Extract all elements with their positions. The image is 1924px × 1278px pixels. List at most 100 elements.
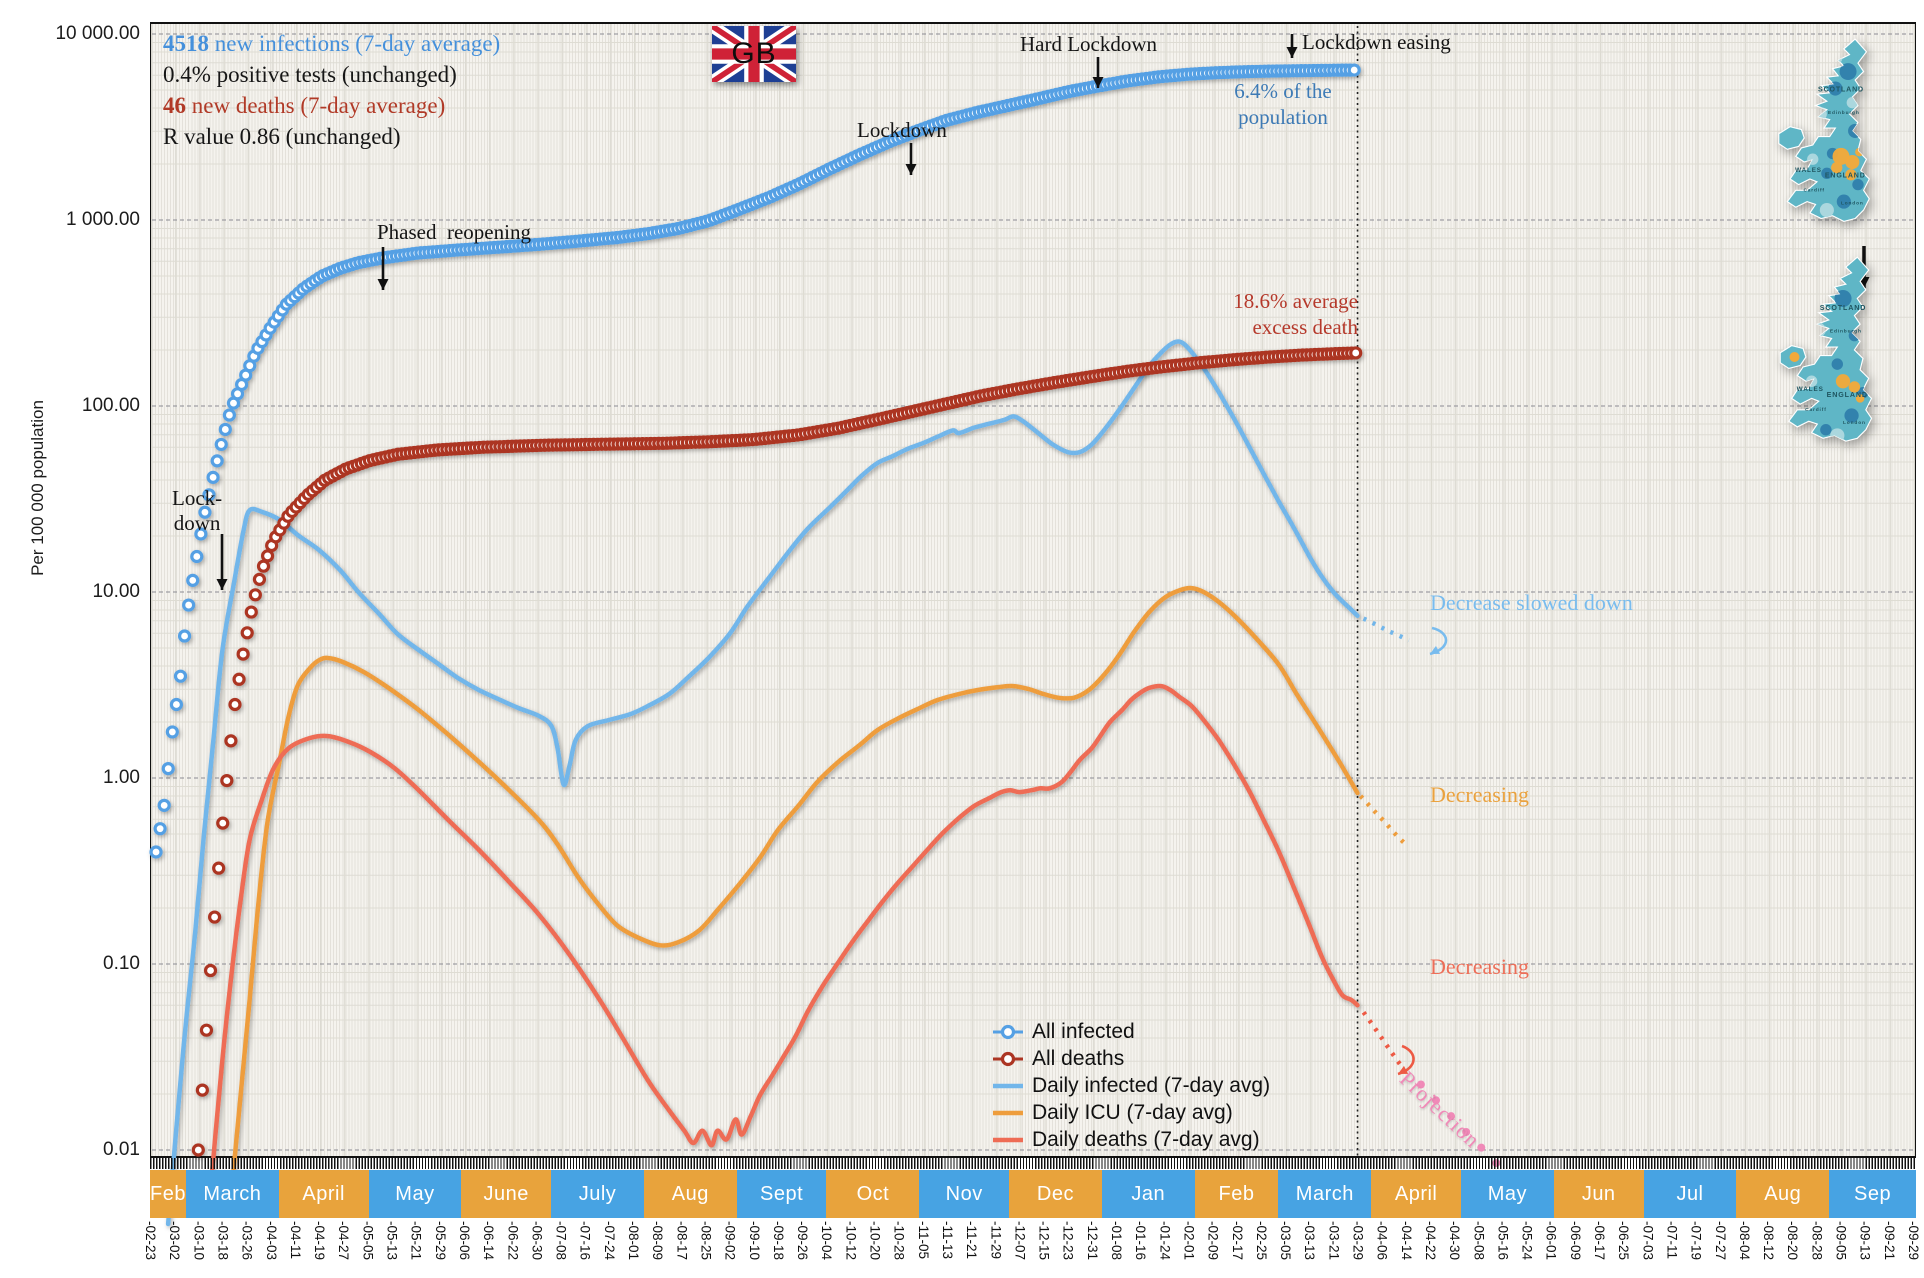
month-band-jun: Jun bbox=[1553, 1170, 1644, 1218]
map-region-label: Cardiff bbox=[1803, 188, 1824, 194]
date-label: -11-05 bbox=[915, 1221, 931, 1260]
date-label: -08-25 bbox=[698, 1221, 714, 1261]
date-label: -08-04 bbox=[1736, 1221, 1752, 1261]
date-label: -09-05 bbox=[1833, 1221, 1849, 1261]
date-label: -06-14 bbox=[481, 1221, 497, 1261]
month-band-feb: Feb bbox=[1194, 1170, 1279, 1218]
annotation-decreasing-deaths: Decreasing bbox=[1430, 954, 1529, 979]
date-label: -03-13 bbox=[1302, 1221, 1318, 1261]
map-region-label: London bbox=[1841, 200, 1864, 206]
legend-item-all-deaths[interactable]: All deaths bbox=[992, 1045, 1270, 1072]
date-label: -02-23 bbox=[143, 1221, 158, 1261]
month-band-sep: Sep bbox=[1829, 1170, 1916, 1218]
date-label: -02-25 bbox=[1253, 1221, 1269, 1261]
date-label: -06-22 bbox=[505, 1221, 521, 1261]
date-label: -09-13 bbox=[1857, 1221, 1873, 1261]
date-label: -12-15 bbox=[1036, 1221, 1052, 1261]
map-region-label: ENGLAND bbox=[1825, 173, 1866, 180]
date-label: -07-16 bbox=[577, 1221, 593, 1261]
month-band-march: March bbox=[1278, 1170, 1372, 1218]
stat-new-deaths-value: 46 bbox=[163, 93, 186, 118]
date-label: -05-13 bbox=[384, 1221, 400, 1261]
date-label: -04-03 bbox=[263, 1221, 279, 1261]
legend-label: All deaths bbox=[1032, 1046, 1125, 1070]
date-label: -02-01 bbox=[1181, 1221, 1197, 1261]
daily-icu-line-icon bbox=[993, 1110, 1023, 1115]
legend-item-all-infected[interactable]: All infected bbox=[992, 1018, 1270, 1045]
stat-new-infections-label: new infections (7-day average) bbox=[209, 31, 501, 56]
date-label: -04-30 bbox=[1447, 1221, 1463, 1261]
map-region-label: Cardiff bbox=[1805, 407, 1827, 413]
month-band-jul: Jul bbox=[1643, 1170, 1737, 1218]
annotation-decrease-slowed: Decrease slowed down bbox=[1430, 590, 1633, 615]
map-region-label: Edinburgh bbox=[1828, 110, 1860, 116]
date-label: -07-19 bbox=[1688, 1221, 1704, 1261]
date-label: -01-24 bbox=[1157, 1221, 1173, 1261]
date-label: -05-29 bbox=[432, 1221, 448, 1261]
date-label: -09-21 bbox=[1881, 1221, 1897, 1261]
date-label: -11-13 bbox=[939, 1221, 955, 1260]
stats-block: 4518 new infections (7-day average) 0.4%… bbox=[163, 28, 500, 152]
date-label: -12-31 bbox=[1084, 1221, 1100, 1261]
month-band-sept: Sept bbox=[736, 1170, 827, 1218]
date-label: -10-28 bbox=[891, 1221, 907, 1261]
annotation-lockdown-easing: Lockdown easing bbox=[1302, 30, 1451, 54]
date-label: -09-18 bbox=[770, 1221, 786, 1261]
y-tick-label: 10.00 bbox=[92, 581, 140, 602]
date-label: -11-29 bbox=[988, 1221, 1004, 1260]
y-tick-label: 1 000.00 bbox=[66, 209, 140, 230]
legend-label: Daily infected (7-day avg) bbox=[1032, 1073, 1271, 1097]
stat-new-deaths-label: new deaths (7-day average) bbox=[186, 93, 446, 118]
date-label: -07-27 bbox=[1712, 1221, 1728, 1261]
date-label: -09-02 bbox=[722, 1221, 738, 1261]
month-band-jan: Jan bbox=[1101, 1170, 1195, 1218]
month-band-feb: Feb bbox=[150, 1170, 186, 1218]
date-label: -12-07 bbox=[1012, 1221, 1028, 1261]
y-tick-label: 0.01 bbox=[103, 1139, 140, 1160]
month-band-oct: Oct bbox=[826, 1170, 920, 1218]
date-label: -11-21 bbox=[964, 1221, 980, 1260]
legend-item-daily-icu[interactable]: Daily ICU (7-day avg) bbox=[992, 1099, 1270, 1126]
plot-area bbox=[150, 22, 1916, 1158]
annotation-hard-lockdown: Hard Lockdown bbox=[1020, 32, 1158, 56]
gb-flag-icon: GB bbox=[708, 20, 800, 88]
daily-tick-strip bbox=[150, 1158, 1916, 1169]
date-label: -06-25 bbox=[1616, 1221, 1632, 1261]
month-band-march: March bbox=[185, 1170, 279, 1218]
date-label: -03-26 bbox=[239, 1221, 255, 1261]
date-label: -08-12 bbox=[1761, 1221, 1777, 1261]
month-band-july: July bbox=[551, 1170, 644, 1218]
all-infected-marker-icon bbox=[993, 1024, 1023, 1039]
annotation-lockdown-1: Lock- down bbox=[172, 486, 223, 535]
date-label: -05-08 bbox=[1471, 1221, 1487, 1261]
date-label: -04-11 bbox=[287, 1221, 303, 1260]
stat-new-infections-value: 4518 bbox=[163, 31, 209, 56]
legend-label: Daily deaths (7-day avg) bbox=[1032, 1127, 1260, 1151]
date-label: -07-03 bbox=[1640, 1221, 1656, 1261]
map-region-label: WALES bbox=[1795, 167, 1822, 174]
date-label: -03-02 bbox=[167, 1221, 183, 1261]
date-label: -05-05 bbox=[360, 1221, 376, 1261]
date-label: -01-08 bbox=[1109, 1221, 1125, 1261]
date-label: -03-18 bbox=[215, 1221, 231, 1261]
date-label: -08-28 bbox=[1809, 1221, 1825, 1261]
date-label: -06-30 bbox=[529, 1221, 545, 1261]
map-region-label: SCOTLAND bbox=[1818, 86, 1864, 93]
stat-positive-tests: 0.4% positive tests (unchanged) bbox=[163, 62, 457, 87]
y-tick-label: 1.00 bbox=[103, 767, 140, 788]
chart-legend: All infected All deaths Daily infected (… bbox=[992, 1018, 1270, 1153]
legend-item-daily-deaths[interactable]: Daily deaths (7-day avg) bbox=[992, 1126, 1270, 1153]
date-label: -06-09 bbox=[1567, 1221, 1583, 1261]
date-label: -01-16 bbox=[1133, 1221, 1149, 1261]
stat-new-infections: 4518 new infections (7-day average) bbox=[163, 28, 500, 59]
date-label: -08-20 bbox=[1785, 1221, 1801, 1261]
annotation-decreasing-icu: Decreasing bbox=[1430, 782, 1529, 807]
date-label: -08-09 bbox=[650, 1221, 666, 1261]
legend-item-daily-infected[interactable]: Daily infected (7-day avg) bbox=[992, 1072, 1270, 1099]
month-band-aug: Aug bbox=[1736, 1170, 1830, 1218]
date-label: -03-21 bbox=[1326, 1221, 1342, 1261]
date-label: -04-06 bbox=[1374, 1221, 1390, 1261]
y-tick-label: 10 000.00 bbox=[55, 23, 140, 44]
